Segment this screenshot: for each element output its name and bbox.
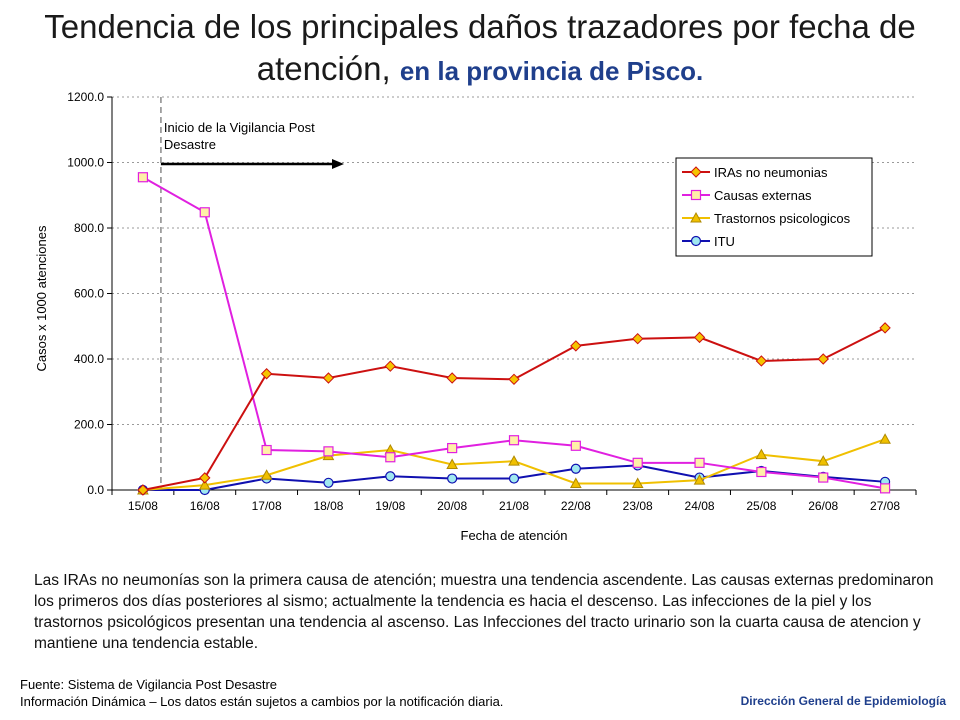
y-tick-label: 400.0 (74, 352, 104, 366)
y-tick-label: 0.0 (87, 483, 104, 497)
data-point (447, 473, 458, 484)
x-tick-label: 17/08 (252, 499, 282, 513)
data-point (261, 444, 272, 456)
x-tick-label: 16/08 (190, 499, 220, 513)
data-point (755, 355, 768, 367)
x-tick-label: 21/08 (499, 499, 529, 513)
x-tick-label: 26/08 (808, 499, 838, 513)
page-title: Tendencia de los principales daños traza… (20, 6, 940, 92)
annotation-arrowhead (332, 159, 344, 169)
legend-label: ITU (714, 234, 735, 249)
footer-source: Fuente: Sistema de Vigilancia Post Desas… (20, 676, 503, 710)
data-point (385, 452, 396, 463)
chart-description: Las IRAs no neumonías son la primera cau… (34, 572, 934, 652)
data-point (693, 331, 706, 344)
legend-label: IRAs no neumonias (714, 165, 828, 180)
data-point (693, 474, 706, 485)
x-tick-label: 25/08 (746, 499, 776, 513)
y-tick-label: 1200.0 (67, 90, 104, 104)
x-tick-label: 23/08 (623, 499, 653, 513)
organization-name: Dirección General de Epidemiología (740, 694, 946, 708)
data-point (694, 457, 705, 468)
legend-marker (690, 235, 702, 247)
legend-marker (690, 211, 702, 223)
y-tick-label: 800.0 (74, 221, 104, 235)
source-text: Fuente: Sistema de Vigilancia Post Desas… (20, 677, 278, 692)
data-point (384, 360, 397, 372)
data-point (508, 455, 520, 466)
data-point (879, 433, 891, 444)
data-point (260, 469, 273, 480)
legend-marker (690, 189, 702, 201)
x-tick-label: 15/08 (128, 499, 158, 513)
data-point (818, 472, 829, 483)
data-point (447, 442, 458, 454)
data-point (879, 483, 891, 494)
data-point (569, 477, 582, 488)
data-point (817, 353, 829, 365)
data-point (137, 172, 149, 183)
title-main: Tendencia de los principales daños traza… (44, 8, 916, 87)
x-tick-label: 24/08 (685, 499, 715, 513)
note-text: Información Dinámica – Los datos están s… (20, 694, 504, 709)
data-point (755, 448, 768, 460)
x-axis-label: Fecha de atención (461, 528, 568, 543)
y-tick-label: 1000.0 (67, 156, 104, 170)
data-point (817, 455, 830, 466)
data-point (508, 373, 520, 386)
data-point (385, 471, 396, 482)
y-tick-label: 600.0 (74, 287, 104, 301)
data-point (508, 435, 520, 446)
legend-marker (690, 166, 702, 178)
data-point (632, 457, 643, 468)
data-point (323, 446, 334, 457)
legend-label: Trastornos psicologicos (714, 211, 851, 226)
annotation-text: Inicio de la Vigilancia Post (164, 120, 315, 135)
data-point (879, 322, 891, 334)
data-point (322, 372, 335, 384)
data-point (323, 477, 334, 488)
legend-label: Causas externas (714, 188, 812, 203)
data-point (631, 332, 644, 345)
line-chart: 0.0 200.0 400.0 600.0 800.0 1000.0 1200.0 15/08… (34, 90, 917, 543)
data-point (756, 466, 767, 478)
x-tick-label: 22/08 (561, 499, 591, 513)
legend-box (675, 157, 873, 257)
x-tick-label: 19/08 (375, 499, 405, 513)
data-point (508, 473, 520, 484)
data-point (631, 477, 644, 488)
title-sub: en la provincia de Pisco. (399, 56, 704, 86)
data-point (199, 472, 211, 484)
data-point (570, 340, 582, 352)
annotation-text: Desastre (164, 137, 216, 152)
data-point (446, 458, 459, 469)
y-axis-label: Casos x 1000 atenciones (34, 225, 49, 371)
data-point (137, 484, 149, 496)
series-line (142, 326, 886, 491)
x-tick-label: 20/08 (437, 499, 467, 513)
y-tick-label: 200.0 (74, 418, 104, 432)
data-point (198, 479, 211, 490)
data-point (199, 207, 210, 218)
data-point (570, 440, 581, 451)
data-point (260, 368, 273, 380)
data-point (446, 372, 458, 384)
x-tick-label: 18/08 (313, 499, 343, 513)
data-point (570, 463, 581, 474)
x-tick-label: 27/08 (870, 499, 900, 513)
